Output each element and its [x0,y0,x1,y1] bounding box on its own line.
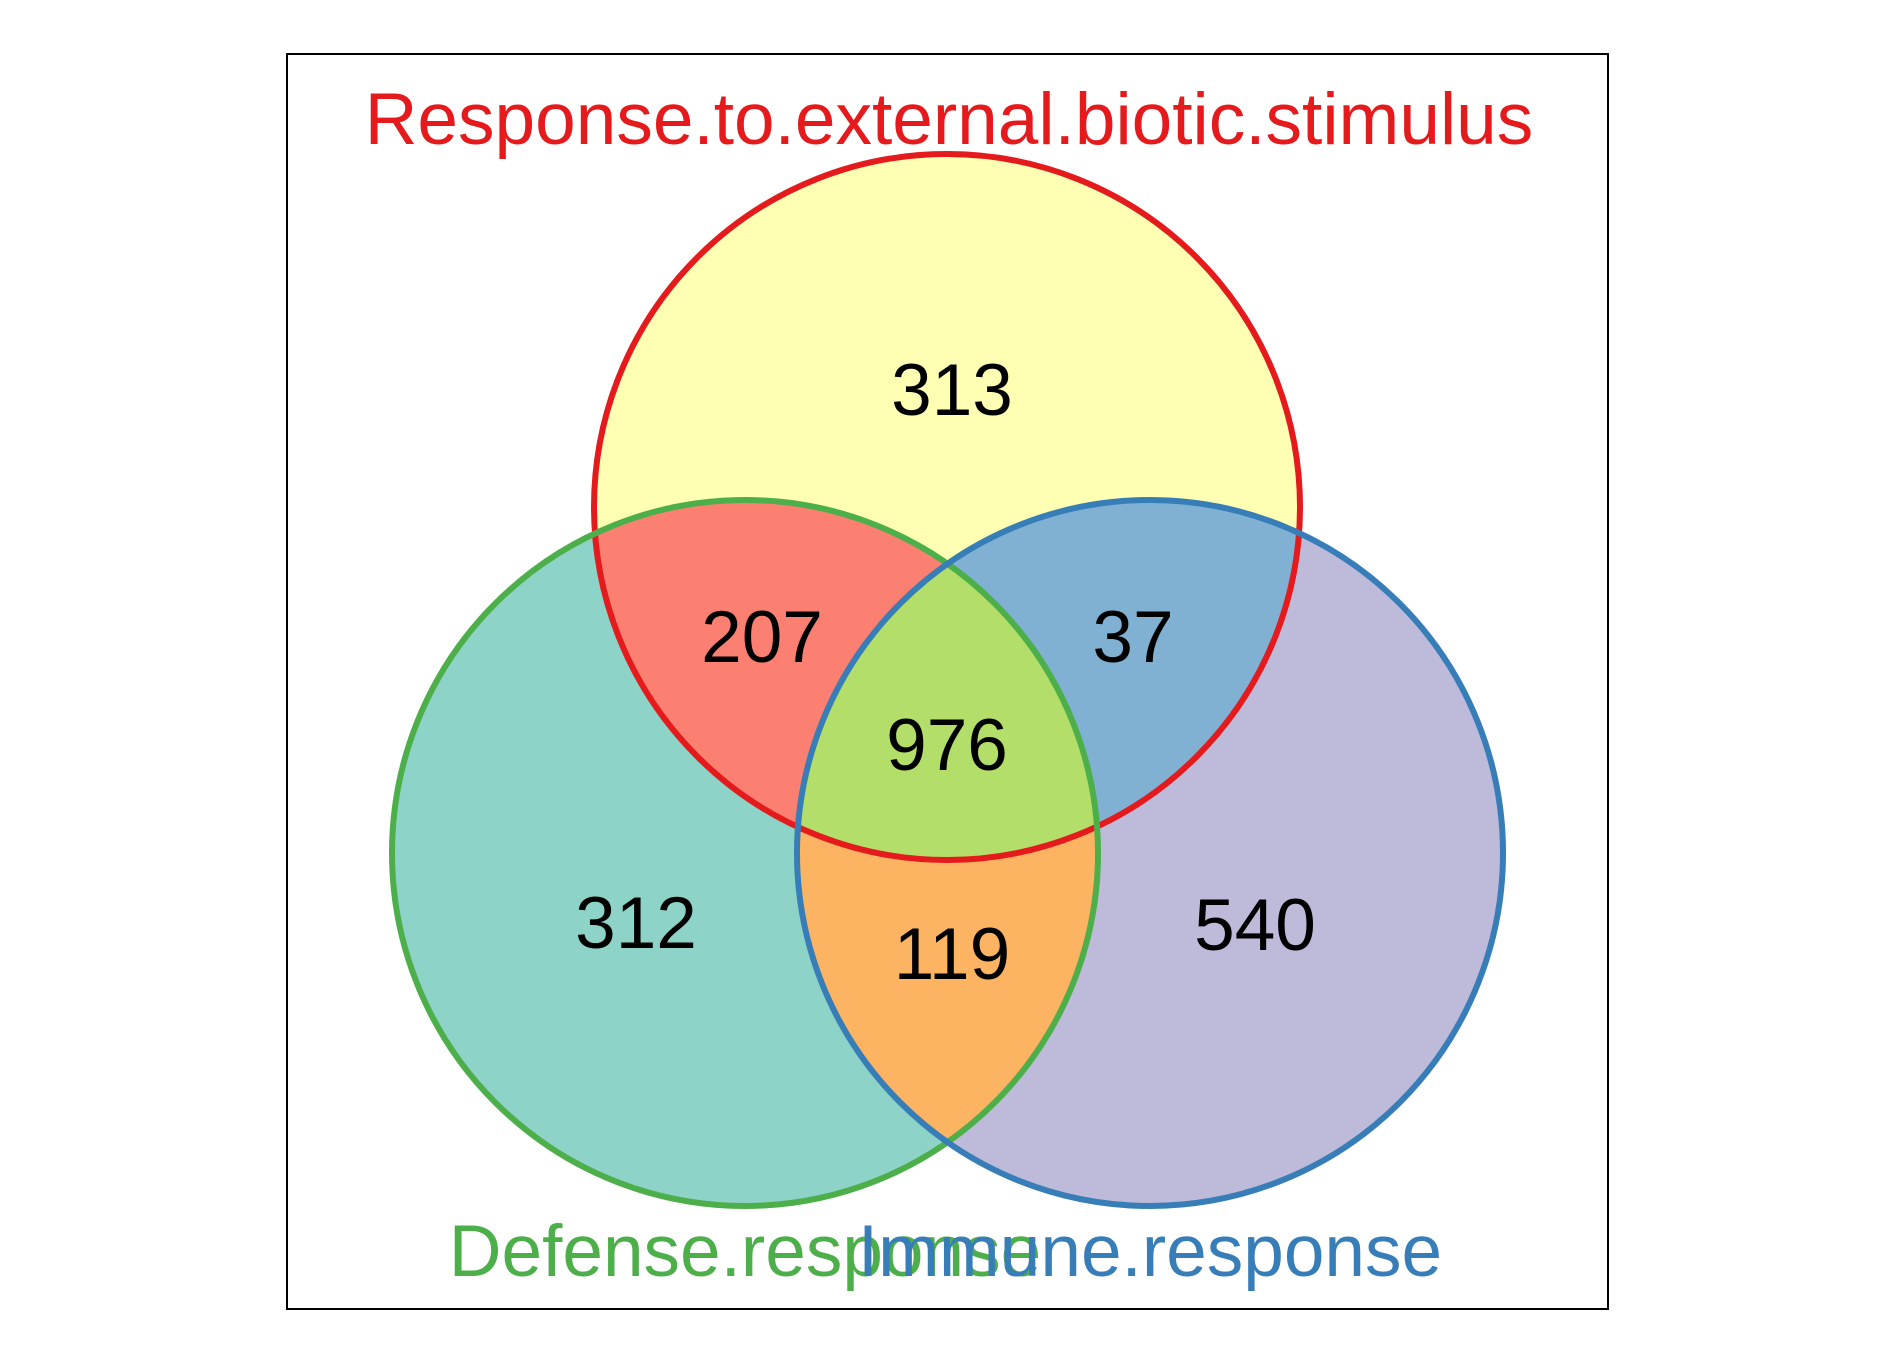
region-abc-count: 976 [886,705,1008,786]
set-c-label: Immune.response [858,1211,1442,1292]
region-b-only-count: 312 [575,883,697,964]
region-c-only-count: 540 [1194,885,1316,966]
set-b-label: Defense.response [449,1211,1041,1292]
set-c-outline [794,497,1506,1209]
region-abc-fill [797,500,1098,860]
region-ab-count: 207 [701,597,823,678]
region-bc-count: 119 [894,914,1010,995]
set-b-outline [389,497,1101,1209]
region-ac-count: 37 [1092,597,1173,678]
plot-frame [286,53,1609,1310]
set-a-outline [591,151,1303,863]
region-a-only-count: 313 [891,350,1013,431]
set-a-label: Response.to.external.biotic.stimulus [365,79,1534,160]
